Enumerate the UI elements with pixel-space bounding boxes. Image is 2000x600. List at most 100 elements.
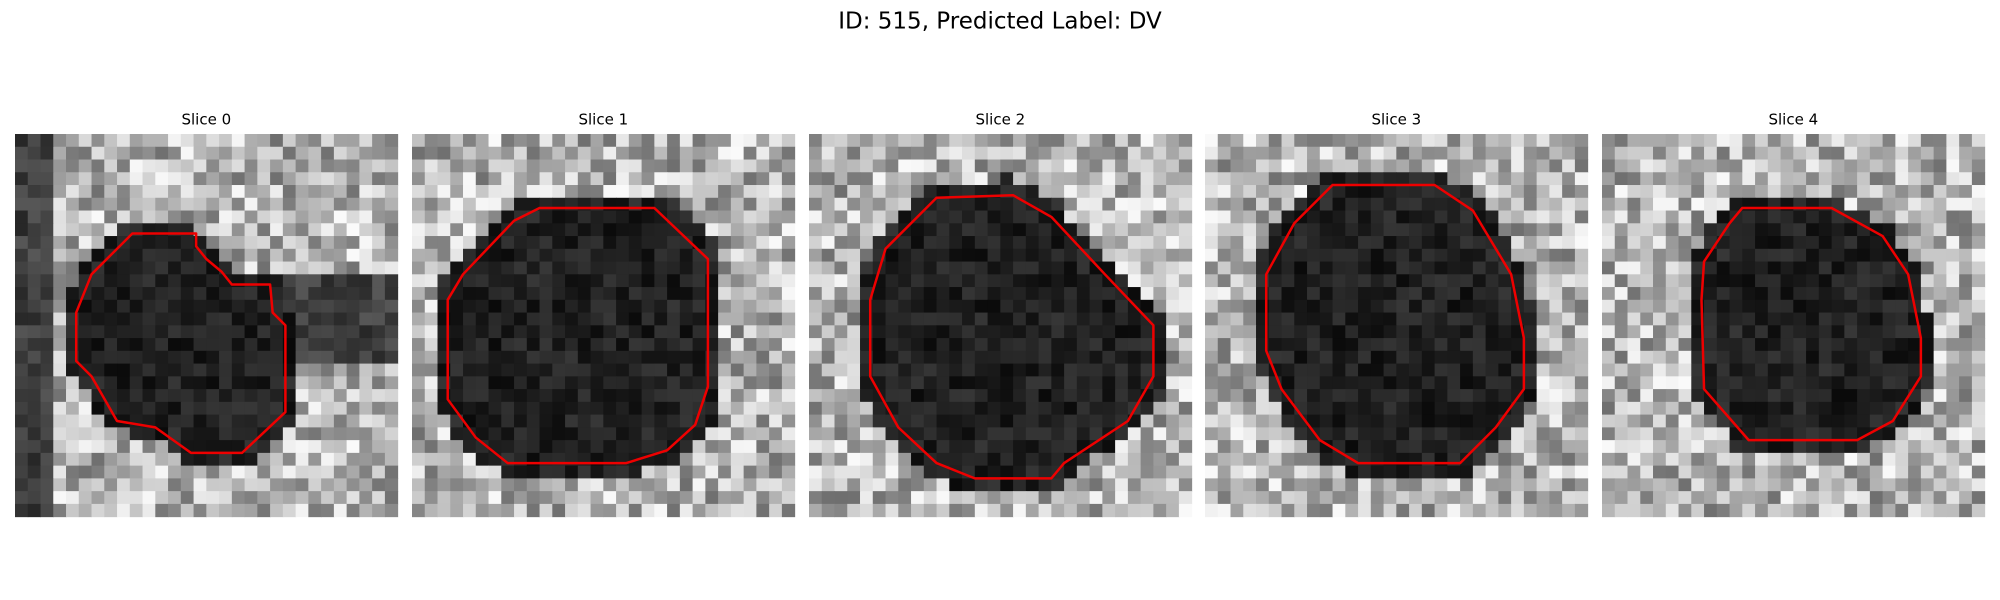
pixel [1882,338,1896,352]
pixel [1678,465,1692,479]
pixel [1602,146,1616,161]
pixel [1882,363,1896,377]
pixel [219,210,233,224]
pixel [488,389,502,403]
pixel [1370,414,1385,428]
pixel [1729,401,1743,416]
pixel [1882,376,1896,390]
pixel [514,503,528,518]
pixel [450,350,464,365]
pixel [1767,363,1782,377]
pixel [1000,236,1014,250]
pixel [1614,172,1629,186]
pixel [1562,236,1576,250]
pixel [1140,414,1154,428]
pixel [885,210,899,224]
pixel [1627,325,1641,339]
pixel [1089,261,1103,275]
pixel [1472,465,1487,479]
pixel [1294,491,1308,505]
pixel [1472,236,1487,250]
pixel [1574,363,1589,377]
pixel [1396,210,1410,224]
pixel [949,146,963,161]
pixel [231,478,246,492]
pixel [1562,261,1576,275]
pixel [1755,210,1769,224]
pixel [705,427,719,441]
pixel [539,172,553,186]
pixel [1742,363,1756,377]
pixel [501,274,515,288]
pixel [1511,134,1525,148]
pixel [936,491,950,505]
pixel [1933,287,1947,301]
pixel [1857,389,1871,403]
pixel [424,146,439,161]
pixel [1205,376,1219,390]
pixel [962,325,976,339]
pixel [834,299,848,314]
pixel [1806,363,1820,377]
pixel [1627,274,1641,288]
pixel [1767,274,1782,288]
pixel [346,312,360,326]
pixel [78,210,93,224]
pixel [1691,363,1705,377]
pixel [949,350,963,365]
pixel [1243,287,1257,301]
pixel [911,197,925,212]
pixel [1574,350,1589,365]
pixel [526,287,541,301]
pixel [834,452,848,467]
pixel [1755,172,1769,186]
pixel [1602,134,1616,148]
pixel [295,261,309,275]
pixel [1447,440,1461,454]
pixel [1704,491,1718,505]
pixel [1115,440,1129,454]
pixel [1178,185,1193,199]
pixel [1933,134,1947,148]
pixel [78,338,93,352]
pixel [424,261,439,275]
pixel [872,440,887,454]
pixel [1409,338,1423,352]
pixel [911,223,925,237]
pixel [66,440,80,454]
pixel [321,248,335,263]
pixel [412,338,426,352]
pixel [129,427,144,441]
pixel [1205,236,1219,250]
pixel [1307,172,1321,186]
pixel [1115,491,1129,505]
pixel [244,338,258,352]
pixel [654,338,668,352]
pixel [1946,350,1960,365]
pixel [40,465,54,479]
pixel [781,503,796,518]
pixel [359,299,373,314]
pixel [514,287,528,301]
pixel [1857,465,1871,479]
pixel [1268,491,1283,505]
pixel [1076,223,1091,237]
pixel [1166,134,1180,148]
pixel [1857,197,1871,212]
pixel [53,465,67,479]
pixel [1691,414,1705,428]
pixel [231,159,246,173]
pixel [577,491,592,505]
pixel [1780,401,1794,416]
pixel [1370,440,1385,454]
pixel [450,465,464,479]
pixel [898,248,912,263]
pixel [437,197,451,212]
pixel [206,491,220,505]
pixel [91,338,105,352]
pixel [27,299,42,314]
pixel [1485,350,1499,365]
pixel [654,134,668,148]
pixel [577,363,592,377]
pixel [730,325,745,339]
